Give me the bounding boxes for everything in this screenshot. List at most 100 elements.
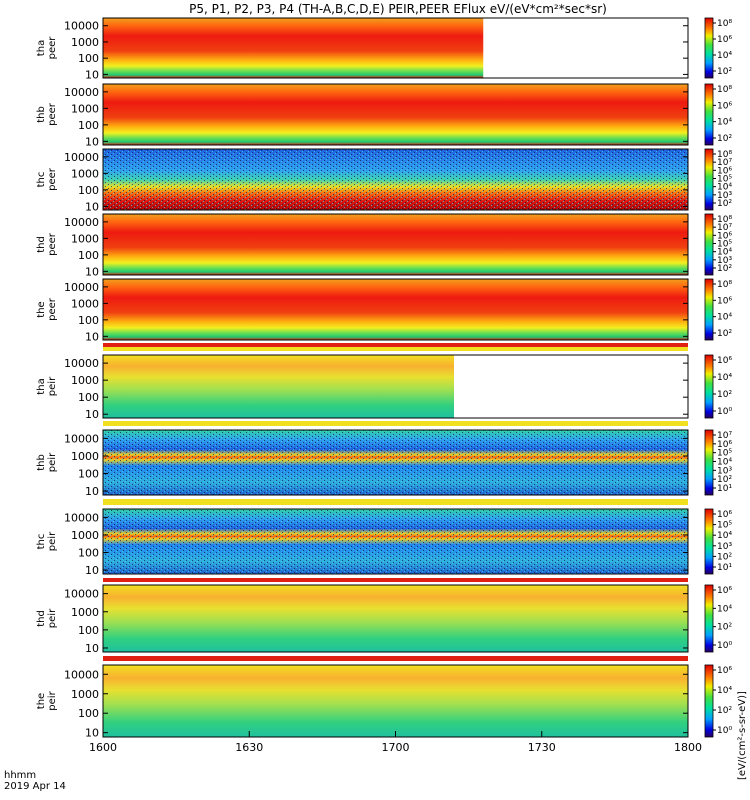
colorbar bbox=[704, 148, 714, 211]
y-tick-label: 100 bbox=[78, 624, 99, 637]
colorbar bbox=[704, 429, 714, 496]
y-axis-label: peir bbox=[47, 690, 58, 710]
colorbar-tick-label: 10⁶ bbox=[717, 356, 732, 366]
panel-thb-peir: 10000 1000 100 10 thb peir 10⁷10⁶10⁵10⁴10³10²1… bbox=[36, 429, 732, 498]
y-tick-label: 10 bbox=[85, 642, 99, 655]
x-axis: 1600 1630 1700 1730 1800 bbox=[89, 731, 702, 754]
colorbar-tick-label: 10⁴ bbox=[717, 686, 732, 696]
colorbar bbox=[704, 354, 714, 419]
panel-separator-strip bbox=[103, 421, 688, 426]
panel-frame bbox=[102, 584, 689, 653]
panel-frame bbox=[102, 354, 689, 419]
colorbar-tick-label: 10⁰ bbox=[717, 641, 732, 651]
date-label: 2019 Apr 14 bbox=[4, 781, 66, 792]
colorbar bbox=[704, 664, 714, 738]
y-tick-label: 10 bbox=[85, 200, 99, 213]
y-tick-label: 1000 bbox=[71, 450, 99, 463]
colorbar-tick-label: 10⁸ bbox=[717, 280, 732, 290]
y-tick-label: 10000 bbox=[64, 281, 99, 294]
colorbar-tick-label: 10⁶ bbox=[717, 586, 732, 596]
y-tick-label: 10000 bbox=[64, 588, 99, 601]
panel-thb-peer: 10000 1000 100 10 thb peer 10⁸ 10⁶ 10⁴ 10² bbox=[36, 83, 732, 148]
x-tick-label: 1800 bbox=[674, 741, 702, 754]
y-tick-label: 10 bbox=[85, 265, 99, 278]
y-tick-label: 100 bbox=[78, 314, 99, 327]
y-axis-label: the bbox=[36, 693, 47, 709]
colorbar-tick-label: 10² bbox=[717, 475, 732, 485]
colorbar-tick-label: 10⁶ bbox=[717, 231, 732, 241]
colorbar-tick-label: 10² bbox=[717, 623, 732, 633]
colorbar-tick-label: 10⁵ bbox=[717, 175, 732, 185]
panel-thd-peer: 10000 1000 100 10 thd peer 10⁸10⁷10⁶10⁵10⁴10³1… bbox=[36, 213, 732, 278]
colorbar-tick-label: 10⁶ bbox=[717, 666, 732, 676]
colorbar-tick-label: 10³ bbox=[717, 466, 732, 476]
colorbar bbox=[704, 508, 714, 575]
panel-tha-peer: 10000 1000 100 10 tha peer 10⁸ 10⁶ 10⁴ 10² bbox=[36, 17, 732, 81]
colorbar-tick-label: 10² bbox=[717, 706, 732, 716]
colorbar-tick-label: 10⁵ bbox=[717, 449, 732, 459]
colorbar-tick-label: 10⁴ bbox=[717, 248, 732, 258]
panel-separator-strip bbox=[103, 656, 688, 661]
colorbar bbox=[704, 213, 714, 276]
colorbar-tick-label: 10⁷ bbox=[717, 158, 732, 168]
y-tick-label: 100 bbox=[78, 184, 99, 197]
panel-frame bbox=[102, 508, 689, 575]
y-axis-label: peer bbox=[47, 102, 58, 126]
colorbar-tick-label: 10⁵ bbox=[717, 240, 732, 250]
colorbar-tick-label: 10⁴ bbox=[717, 373, 732, 383]
spectrogram-field bbox=[103, 355, 454, 418]
y-tick-label: 100 bbox=[78, 547, 99, 560]
y-tick-label: 10000 bbox=[64, 151, 99, 164]
y-tick-label: 10000 bbox=[64, 86, 99, 99]
colorbar-tick-label: 10⁷ bbox=[717, 431, 732, 441]
y-axis-label: peir bbox=[47, 531, 58, 551]
y-tick-label: 100 bbox=[78, 119, 99, 132]
y-tick-label: 10000 bbox=[64, 511, 99, 524]
y-tick-label: 10 bbox=[85, 485, 99, 498]
x-tick-label: 1630 bbox=[235, 741, 263, 754]
y-axis-label: thb bbox=[36, 106, 47, 123]
panel-thd-peir: 10000 1000 100 10 thd peir 10⁶ 10⁴ 10² 10⁰ bbox=[36, 584, 732, 655]
y-tick-label: 10 bbox=[85, 135, 99, 148]
colorbar-tick-label: 10⁴ bbox=[717, 458, 732, 468]
colorbar-tick-label: 10² bbox=[717, 552, 732, 562]
colorbar-tick-label: 10⁸ bbox=[717, 85, 732, 95]
panel-the-peir: 10000 1000 100 10 the peir 10⁶ 10⁴ 10² 10⁰ bbox=[36, 664, 732, 740]
colorbar bbox=[704, 17, 714, 79]
colorbar-tick-label: 10² bbox=[717, 67, 732, 77]
y-axis-label: tha bbox=[36, 40, 47, 56]
colorbar-tick-label: 10⁶ bbox=[717, 440, 732, 450]
colorbar-tick-label: 10⁸ bbox=[717, 150, 732, 160]
colorbar-tick-label: 10² bbox=[717, 199, 732, 209]
colorbar-tick-label: 10² bbox=[717, 329, 732, 339]
x-corner-label: hhmm bbox=[4, 770, 36, 781]
spectrogram-field bbox=[103, 214, 688, 275]
panel-frame bbox=[102, 17, 689, 79]
panel-the-peer: 10000 1000 100 10 the peer 10⁸ 10⁶ 10⁴ 10² bbox=[36, 278, 732, 343]
colorbar-tick-label: 10² bbox=[717, 134, 732, 144]
panel-thc-peer: 10000 1000 100 10 thc peer 10⁸10⁷10⁶10⁵10⁴10³1… bbox=[36, 148, 732, 213]
y-axis-label: peer bbox=[47, 167, 58, 191]
colorbar-tick-label: 10⁴ bbox=[717, 313, 732, 323]
panel-frame bbox=[102, 148, 689, 211]
colorbar-tick-label: 10⁶ bbox=[717, 35, 732, 45]
colorbar-tick-label: 10⁴ bbox=[717, 604, 732, 614]
y-tick-label: 10 bbox=[85, 408, 99, 421]
colorbar-tick-label: 10⁴ bbox=[717, 531, 732, 541]
y-tick-label: 100 bbox=[78, 249, 99, 262]
x-tick-label: 1730 bbox=[528, 741, 556, 754]
figure-title: P5, P1, P2, P3, P4 (TH-A,B,C,D,E) PEIR,P… bbox=[189, 2, 607, 16]
noise-texture bbox=[103, 509, 688, 574]
colorbar-tick-label: 10⁵ bbox=[717, 521, 732, 531]
colorbar bbox=[704, 584, 714, 653]
panel-separator-strip bbox=[103, 578, 688, 582]
y-tick-label: 1000 bbox=[71, 102, 99, 115]
spectrogram-field bbox=[103, 279, 688, 340]
x-tick-label: 1700 bbox=[382, 741, 410, 754]
panel-frame bbox=[102, 83, 689, 146]
y-axis-label: peir bbox=[47, 608, 58, 628]
colorbar-tick-label: 10⁶ bbox=[717, 101, 732, 111]
